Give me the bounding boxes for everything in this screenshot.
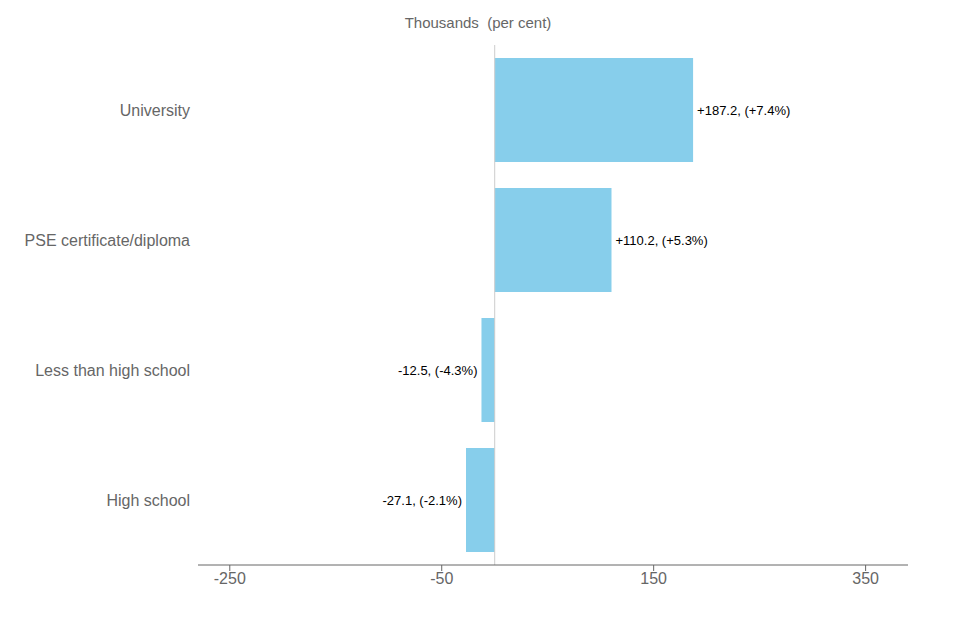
svg-text:-250: -250	[214, 570, 246, 587]
svg-text:+187.2, (+7.4%): +187.2, (+7.4%)	[697, 103, 790, 118]
svg-text:-27.1, (-2.1%): -27.1, (-2.1%)	[383, 493, 462, 508]
svg-text:Less than high school: Less than high school	[35, 362, 190, 379]
svg-text:-50: -50	[430, 570, 453, 587]
svg-text:High school: High school	[106, 492, 190, 509]
svg-text:PSE certificate/diploma: PSE certificate/diploma	[25, 232, 191, 249]
svg-text:150: 150	[640, 570, 667, 587]
svg-text:-12.5, (-4.3%): -12.5, (-4.3%)	[398, 363, 477, 378]
svg-text:+110.2, (+5.3%): +110.2, (+5.3%)	[615, 233, 707, 248]
svg-text:350: 350	[852, 570, 879, 587]
html-text:Thousands (per cent): Thousands (per cent)	[404, 14, 552, 31]
svg-text:University: University	[120, 102, 190, 119]
